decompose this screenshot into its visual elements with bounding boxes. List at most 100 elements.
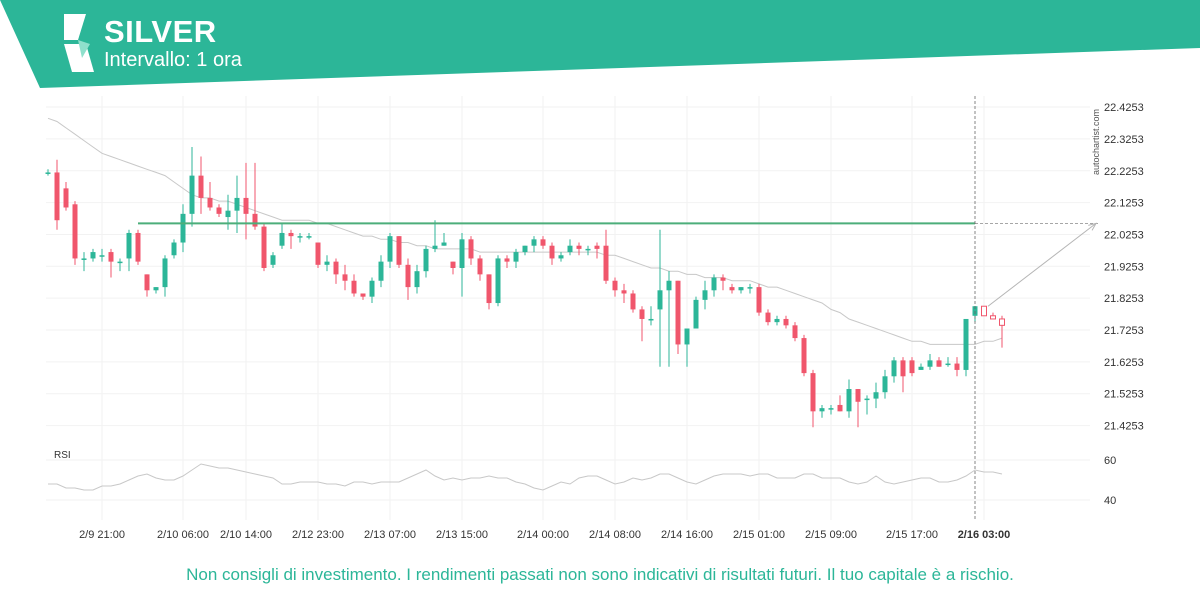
candle-body	[504, 258, 510, 262]
candle	[990, 312, 996, 320]
candle	[585, 245, 591, 256]
candle	[900, 357, 906, 393]
watermark: autochartist.com	[1091, 109, 1101, 175]
candle	[540, 236, 546, 249]
candle-body	[630, 293, 636, 310]
candle	[81, 252, 87, 272]
candle	[144, 274, 150, 297]
candle	[810, 369, 816, 428]
candle	[558, 252, 564, 262]
candle	[864, 395, 870, 415]
candle-body	[540, 239, 546, 246]
candle-body	[171, 242, 177, 256]
candle	[225, 194, 231, 230]
candle	[117, 258, 123, 272]
candle	[729, 283, 735, 294]
candle	[837, 395, 843, 412]
candle-body	[990, 315, 996, 320]
candle-body	[792, 325, 798, 339]
rsi-tick-label: 40	[1104, 495, 1116, 507]
candle	[828, 404, 834, 415]
candle	[981, 305, 987, 317]
candle	[639, 306, 645, 342]
candle-body	[666, 280, 672, 291]
candle-body	[117, 261, 123, 264]
candle	[531, 236, 537, 253]
candle	[504, 255, 510, 268]
candle-body	[306, 236, 312, 238]
candle-body	[108, 252, 114, 262]
candle-body	[414, 271, 420, 288]
candle-body	[693, 299, 699, 329]
resistance-level	[138, 96, 1100, 520]
candle	[315, 242, 321, 268]
candle	[108, 248, 114, 278]
candle	[216, 204, 222, 218]
candle-body	[711, 277, 717, 291]
y-tick-label: 21.8253	[1104, 293, 1144, 305]
candle	[963, 318, 969, 377]
candle-body	[261, 226, 267, 268]
candle	[756, 283, 762, 316]
candle	[936, 357, 942, 367]
candle	[882, 369, 888, 399]
candle	[207, 182, 213, 211]
candle	[891, 357, 897, 383]
candle-body	[243, 197, 249, 214]
candle-body	[225, 210, 231, 218]
candle	[459, 232, 465, 297]
candle-body	[441, 242, 447, 246]
rsi-line	[48, 463, 1003, 491]
candle	[99, 248, 105, 262]
candle	[54, 159, 60, 230]
candle	[846, 379, 852, 418]
candle	[180, 204, 186, 253]
candle-body	[252, 213, 258, 227]
x-tick-label: 2/13 07:00	[364, 529, 416, 541]
candle-body	[333, 261, 339, 275]
candle	[918, 363, 924, 370]
candle-body	[810, 373, 816, 412]
interval-label: Intervallo: 1 ora	[104, 49, 242, 71]
candle-body	[918, 366, 924, 370]
candle	[855, 389, 861, 428]
x-tick-label: 2/10 14:00	[220, 529, 272, 541]
x-tick-label: 2/14 16:00	[661, 529, 713, 541]
candle-body	[297, 236, 303, 238]
candle-body	[378, 261, 384, 281]
candle	[63, 182, 69, 211]
projection-arrow-head	[1088, 222, 1098, 231]
rsi-tick-label: 60	[1104, 455, 1116, 467]
candle-body	[189, 175, 195, 214]
candle	[819, 404, 825, 418]
candle-body	[351, 280, 357, 294]
candle-body	[963, 318, 969, 370]
moving-average-line	[47, 117, 1003, 345]
candle-body	[576, 245, 582, 249]
candle	[675, 280, 681, 354]
x-tick-label: 2/14 08:00	[589, 529, 641, 541]
candle-body	[549, 245, 555, 259]
candle	[765, 309, 771, 326]
candle-body	[945, 363, 951, 366]
candle	[576, 242, 582, 256]
candle-body	[126, 232, 132, 259]
candle-body	[486, 274, 492, 304]
moving-average	[47, 117, 1003, 345]
candle-body	[657, 290, 663, 310]
candle-body	[216, 207, 222, 214]
candle-body	[387, 236, 393, 262]
rsi-label: RSI	[54, 450, 71, 461]
y-tick-label: 21.5253	[1104, 389, 1144, 401]
candle	[405, 258, 411, 300]
candle-body	[684, 328, 690, 345]
candle	[306, 232, 312, 240]
candle	[297, 232, 303, 243]
candle-body	[99, 255, 105, 257]
x-tick-label: 2/15 17:00	[886, 529, 938, 541]
candle	[279, 223, 285, 249]
y-tick-label: 22.4253	[1104, 102, 1144, 114]
axes: 22.4253 22.3253 22.2253 22.1253 22.0253 21.92…	[79, 102, 1144, 541]
candle-body	[648, 318, 654, 321]
candle	[522, 245, 528, 256]
